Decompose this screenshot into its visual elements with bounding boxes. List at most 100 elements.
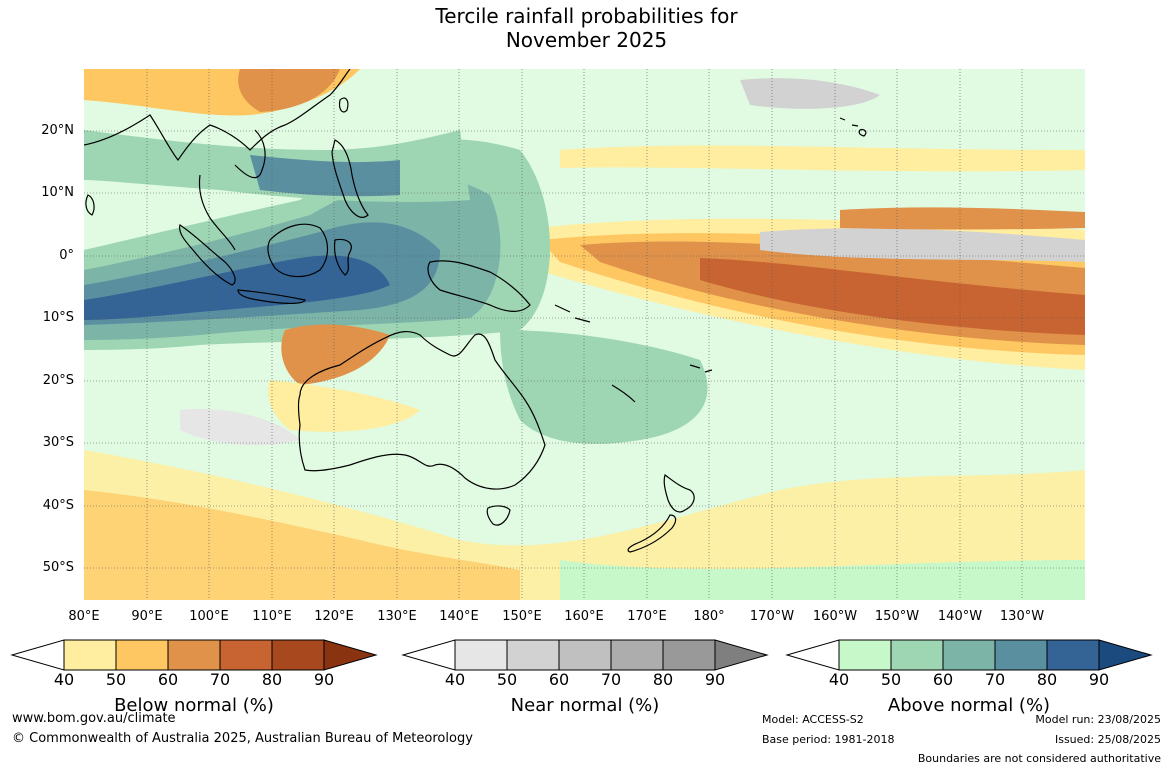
lon-label-140e: 140°E [439, 609, 479, 624]
above-normal-swatch-60 [942, 639, 996, 671]
near-normal-swatches [454, 639, 769, 671]
north-pacific-below-2 [840, 207, 1085, 230]
southern-below-belt-2 [84, 490, 520, 600]
lat-label-30s: 30°S [42, 435, 74, 450]
near-normal-swatch-40 [454, 639, 508, 671]
below-normal-tick: 70 [209, 670, 231, 689]
above-normal-tick: 90 [1088, 670, 1110, 689]
lon-label-170w: 170°W [749, 609, 795, 624]
lat-label-10n: 10°N [41, 185, 74, 200]
lon-label-140w: 140°W [937, 609, 983, 624]
new-zealand-south [627, 514, 677, 553]
above-normal-swatches [838, 639, 1153, 671]
below-normal-tick: 60 [157, 670, 179, 689]
model-text: Model: ACCESS-S2 [762, 713, 864, 726]
near-normal-tick: 50 [496, 670, 518, 689]
above-normal-title: Above normal (%) [887, 695, 1051, 716]
below-normal-tick: 40 [53, 670, 75, 689]
below-normal-tick: 90 [313, 670, 335, 689]
lat-label-20n: 20°N [41, 123, 74, 138]
base-period-text: Base period: 1981-2018 [762, 733, 895, 746]
copyright-text: © Commonwealth of Australia 2025, Austra… [12, 731, 473, 746]
nw-australia-below-light [268, 380, 420, 432]
lon-label-150w: 150°W [874, 609, 920, 624]
below-normal-tick: 80 [261, 670, 283, 689]
near-normal-over-triangle [714, 639, 769, 671]
lat-label-10s: 10°S [42, 310, 74, 325]
pacific-near-normal [760, 228, 1085, 262]
near-normal-tick: 60 [548, 670, 570, 689]
below-normal-swatch-70 [219, 639, 273, 671]
below-normal-swatch-80 [271, 639, 325, 671]
below-normal-title: Below normal (%) [114, 695, 274, 716]
tasmania-coastline [486, 505, 511, 526]
philippines-coastline [331, 139, 369, 218]
above-normal-swatch-70 [994, 639, 1048, 671]
pacific-below-70 [700, 258, 1085, 335]
near-normal-swatch-70 [610, 639, 664, 671]
map-title: Tercile rainfall probabilities for Novem… [0, 4, 1173, 52]
fiji-islands [689, 364, 713, 373]
lat-label-equator: 0° [59, 248, 74, 263]
near-normal-tick: 90 [704, 670, 726, 689]
australia-coastline [297, 331, 546, 490]
north-pacific-below [560, 145, 1085, 172]
new-guinea-coastline [427, 260, 531, 312]
java-coastline [237, 289, 306, 304]
above-normal-swatch-50 [890, 639, 944, 671]
probability-field [84, 69, 1085, 600]
coastlines [84, 69, 867, 553]
above-normal-colorbar [785, 639, 1153, 671]
below-normal-swatch-60 [167, 639, 221, 671]
below-normal-swatch-50 [115, 639, 169, 671]
graticule [84, 69, 1085, 600]
se-asia-below-2 [238, 69, 340, 112]
below-normal-under-triangle [10, 639, 65, 671]
south-indian-near [180, 409, 300, 446]
solomon-islands [554, 304, 591, 323]
above-normal-tick: 80 [1036, 670, 1058, 689]
sri-lanka-coastline [85, 194, 95, 216]
asia-mainland-coastline [84, 69, 351, 162]
near-normal-under-triangle [401, 639, 456, 671]
new-caledonia [611, 384, 636, 403]
lon-label-130e: 130°E [377, 609, 417, 624]
near-normal-swatch-60 [558, 639, 612, 671]
above-normal-under-triangle [785, 639, 840, 671]
disclaimer-text: Boundaries are not considered authoritat… [917, 752, 1161, 765]
sumatra-coastline [179, 224, 236, 286]
new-zealand-north [663, 474, 695, 513]
malay-peninsula [198, 174, 236, 251]
lon-label-160w: 160°W [812, 609, 858, 624]
near-normal-title: Near normal (%) [510, 695, 660, 716]
lon-label-80e: 80°E [68, 609, 100, 624]
below-normal-tick: 50 [105, 670, 127, 689]
north-pacific-near [740, 78, 880, 109]
title-line-1: Tercile rainfall probabilities for [435, 4, 738, 28]
lat-label-50s: 50°S [42, 560, 74, 575]
lon-label-180: 180° [693, 609, 725, 624]
below-normal-colorbar [10, 639, 378, 671]
lon-label-100e: 100°E [189, 609, 229, 624]
title-line-2: November 2025 [505, 28, 668, 52]
lon-label-90e: 90°E [131, 609, 163, 624]
website-link[interactable]: www.bom.gov.au/climate [12, 711, 176, 726]
lon-label-170e: 170°E [627, 609, 667, 624]
above-normal-tick: 70 [984, 670, 1006, 689]
maritime-above-80 [84, 255, 390, 320]
borneo-coastline [267, 223, 329, 278]
near-normal-swatch-50 [506, 639, 560, 671]
lat-label-40s: 40°S [42, 498, 74, 513]
model-run-text: Model run: 23/08/2025 [1035, 713, 1161, 726]
below-normal-swatches [63, 639, 378, 671]
below-normal-over-triangle [323, 639, 378, 671]
hawaii-islands [839, 117, 867, 137]
near-normal-swatch-80 [662, 639, 716, 671]
lon-label-160e: 160°E [564, 609, 604, 624]
far-south-above [560, 560, 1085, 600]
nw-australia-below [281, 324, 390, 385]
indochina-coastline [234, 129, 266, 179]
above-normal-tick: 60 [932, 670, 954, 689]
above-normal-over-triangle [1098, 639, 1153, 671]
lon-label-110e: 110°E [252, 609, 292, 624]
